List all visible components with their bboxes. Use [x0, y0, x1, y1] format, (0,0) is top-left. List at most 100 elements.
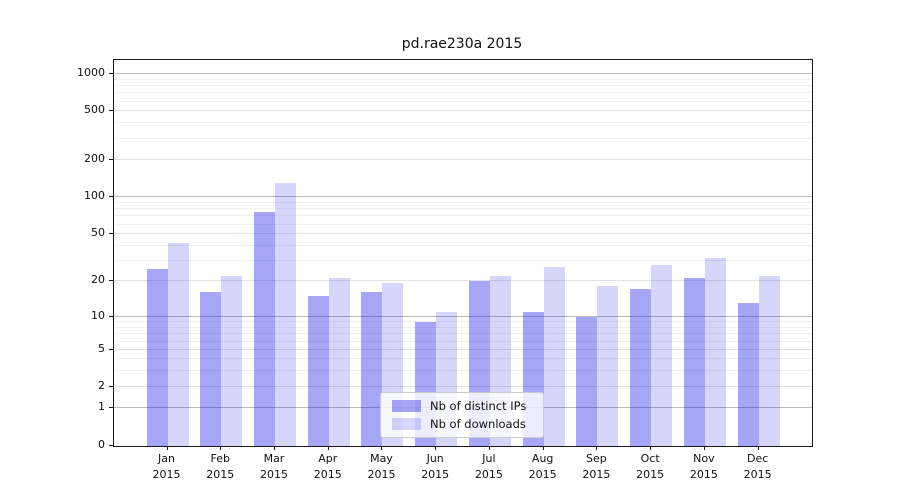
x-tick-mark: [650, 446, 652, 450]
y-tick-mark: [109, 348, 113, 350]
bar-distinct-ips: [200, 292, 222, 446]
x-tick-mark: [757, 446, 759, 450]
labeled-minor-gridline: [114, 280, 812, 282]
legend-item-label: Nb of downloads: [430, 417, 526, 431]
bar-downloads: [704, 258, 726, 446]
y-tick-mark: [109, 72, 113, 74]
minor-gridline: [114, 321, 812, 323]
y-tick-label: 1000: [77, 65, 105, 79]
minor-gridline: [114, 326, 812, 328]
minor-gridline: [114, 244, 812, 246]
x-tick-month: Mar: [263, 452, 285, 465]
x-tick-mark: [327, 446, 329, 450]
x-tick-mark: [166, 446, 168, 450]
bar-distinct-ips: [253, 212, 275, 446]
x-tick-mark: [381, 446, 383, 450]
x-tick-month: Sep: [586, 452, 607, 465]
x-tick-month: Oct: [640, 452, 660, 465]
x-tick-mark: [488, 446, 490, 450]
minor-gridline: [114, 92, 812, 94]
y-tick-mark: [109, 158, 113, 160]
x-tick-year: 2015: [152, 468, 181, 481]
bar-downloads: [274, 182, 296, 446]
minor-gridline: [114, 358, 812, 360]
x-tick-label: Sep 2015: [566, 451, 626, 483]
bar-distinct-ips: [361, 292, 383, 446]
x-tick-year: 2015: [689, 468, 718, 481]
x-tick-label: Nov 2015: [674, 451, 734, 483]
x-tick-label: Dec 2015: [728, 451, 788, 483]
minor-gridline: [114, 137, 812, 139]
y-tick-mark: [109, 109, 113, 111]
y-tick-label: 1: [98, 399, 105, 413]
y-tick-mark: [109, 195, 113, 197]
y-tick-mark: [109, 385, 113, 387]
bar-downloads: [651, 265, 673, 446]
x-tick-month: Feb: [210, 452, 230, 465]
x-tick-mark: [703, 446, 705, 450]
x-tick-mark: [435, 446, 437, 450]
bar-downloads: [758, 275, 780, 446]
x-tick-label: Aug 2015: [513, 451, 573, 483]
labeled-minor-gridline: [114, 159, 812, 161]
major-gridline: [114, 196, 812, 198]
chart-title: pd.rae230a 2015: [401, 36, 523, 52]
y-tick-mark: [109, 315, 113, 317]
y-tick-label: 500: [84, 102, 105, 116]
x-tick-month: Dec: [746, 452, 769, 465]
bar-distinct-ips: [737, 303, 759, 446]
x-tick-mark: [596, 446, 598, 450]
minor-gridline: [114, 369, 812, 371]
major-gridline: [114, 316, 812, 318]
x-tick-year: 2015: [528, 468, 557, 481]
x-tick-mark: [542, 446, 544, 450]
x-tick-month: Nov: [693, 452, 715, 465]
bar-downloads: [597, 286, 619, 446]
bar-distinct-ips: [683, 278, 705, 446]
x-tick-year: 2015: [474, 468, 503, 481]
x-tick-month: Jul: [482, 452, 496, 465]
x-tick-label: Jun 2015: [405, 451, 465, 483]
x-tick-month: Jun: [426, 452, 444, 465]
bar-distinct-ips: [146, 269, 168, 446]
minor-gridline: [114, 100, 812, 102]
x-tick-mark: [273, 446, 275, 450]
y-tick-mark: [109, 279, 113, 281]
y-tick-label: 200: [84, 151, 105, 165]
x-tick-month: May: [370, 452, 393, 465]
y-tick-label: 2: [98, 378, 105, 392]
x-tick-year: 2015: [421, 468, 450, 481]
minor-gridline: [114, 122, 812, 124]
x-tick-label: Oct 2015: [620, 451, 680, 483]
legend-swatch-distinct-ips: [392, 400, 421, 412]
labeled-minor-gridline: [114, 110, 812, 112]
minor-gridline: [114, 208, 812, 210]
y-tick-mark: [109, 406, 113, 408]
major-gridline: [114, 73, 812, 75]
minor-gridline: [114, 259, 812, 261]
x-tick-month: Aug: [531, 452, 554, 465]
y-tick-label: 50: [91, 225, 105, 239]
x-tick-year: 2015: [367, 468, 396, 481]
y-tick-label: 20: [91, 272, 105, 286]
bar-downloads: [543, 267, 565, 446]
legend: Nb of distinct IPs Nb of downloads: [380, 392, 544, 438]
x-tick-year: 2015: [636, 468, 665, 481]
legend-item-label: Nb of distinct IPs: [430, 399, 527, 413]
x-tick-year: 2015: [743, 468, 772, 481]
legend-item: Nb of distinct IPs: [392, 399, 534, 413]
labeled-minor-gridline: [114, 233, 812, 235]
labeled-minor-gridline: [114, 386, 812, 387]
x-tick-label: Mar 2015: [244, 451, 304, 483]
x-tick-year: 2015: [206, 468, 235, 481]
x-tick-month: Apr: [318, 452, 338, 465]
bar-downloads: [221, 275, 243, 446]
plot-area: Nb of distinct IPs Nb of downloads: [113, 59, 813, 447]
minor-gridline: [114, 340, 812, 342]
minor-gridline: [114, 215, 812, 217]
bar-downloads: [167, 242, 189, 446]
x-tick-year: 2015: [582, 468, 611, 481]
x-tick-year: 2015: [313, 468, 342, 481]
minor-gridline: [114, 333, 812, 335]
